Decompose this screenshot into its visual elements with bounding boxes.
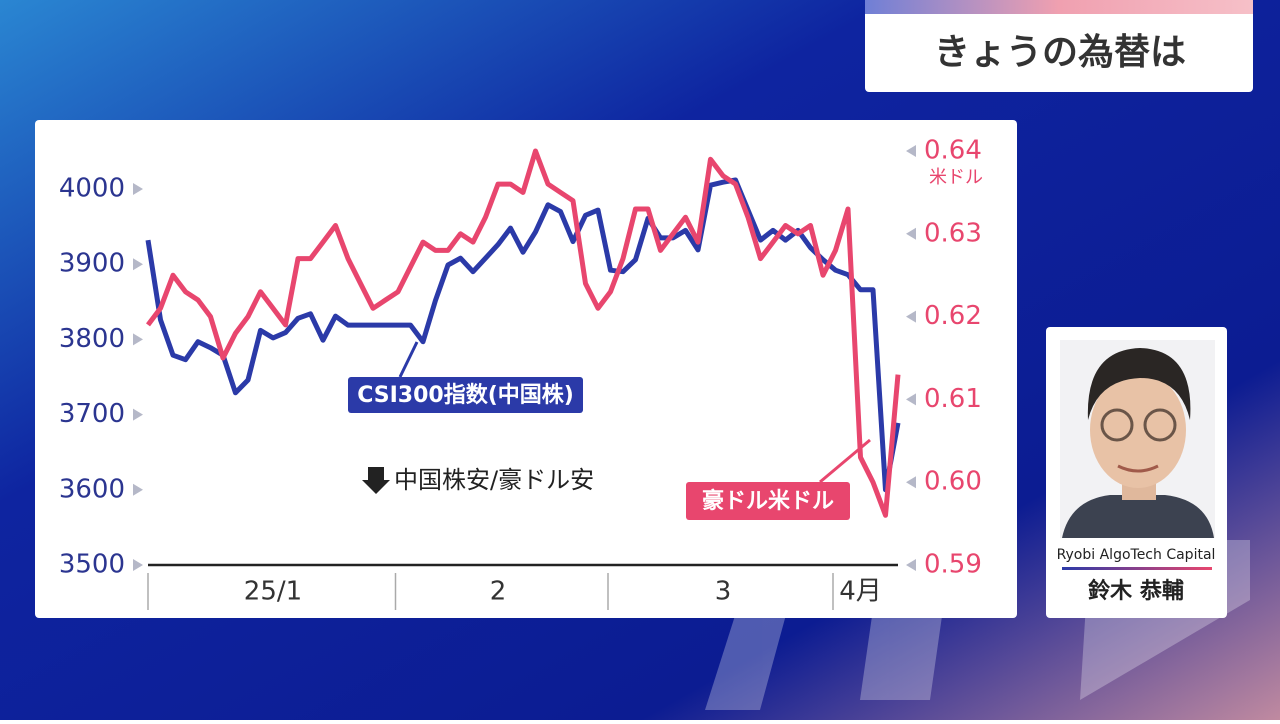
- y-tick-label: 3600: [59, 474, 125, 504]
- series-line: [146, 148, 901, 518]
- y2-tick-label: 0.61: [924, 384, 982, 414]
- header-strip: [865, 0, 1253, 14]
- y-tick-mark: [133, 483, 143, 496]
- y2-tick-label: 0.59: [924, 550, 982, 580]
- y-tick-mark: [133, 559, 143, 571]
- chart: 3500 3600 3700 3800 3900 4000 0.59 0.60 0.61 0.62…: [59, 136, 982, 610]
- x-tick-label: 4月: [839, 577, 882, 607]
- y-tick-mark: [133, 333, 143, 346]
- header-title: きょうの為替は: [934, 32, 1186, 73]
- y-tick-label: 3700: [59, 399, 125, 429]
- label-leader: [398, 341, 419, 378]
- series-line: [145, 177, 901, 493]
- y-tick-label: 3800: [59, 324, 125, 354]
- legend-label: 豪ドル米ドル: [702, 488, 834, 514]
- legend-label: CSI300指数(中国株): [357, 382, 574, 408]
- y2-tick-mark: [906, 227, 916, 240]
- y2-tick-mark: [906, 476, 916, 489]
- y2-tick-mark: [906, 145, 916, 157]
- down-arrow: [362, 467, 390, 494]
- x-tick-label: 25/1: [244, 577, 302, 607]
- y-tick-mark: [133, 183, 143, 195]
- y2-tick-mark: [906, 310, 916, 323]
- y-tick-label: 4000: [59, 174, 125, 204]
- label-leader: [819, 438, 871, 484]
- guest-photo: [1060, 340, 1215, 538]
- header-box: [865, 0, 1253, 92]
- x-tick-label: 2: [490, 577, 507, 607]
- y-tick-mark: [133, 408, 143, 421]
- legend-box: [348, 377, 583, 413]
- guest-company: Ryobi AlgoTech Capital: [1057, 547, 1216, 563]
- y2-tick-mark: [906, 393, 916, 406]
- y2-tick-label: 0.60: [924, 467, 982, 497]
- annotation: 中国株安/豪ドル安: [394, 466, 594, 494]
- y2-tick-label: 0.63: [924, 218, 982, 248]
- y-tick-mark: [133, 258, 143, 271]
- y2-tick-label: 0.64: [924, 136, 982, 166]
- y2-tick-mark: [906, 559, 916, 571]
- x-tick-label: 3: [715, 577, 732, 607]
- guest-name: 鈴木 恭輔: [1088, 578, 1184, 604]
- chart-panel: [35, 120, 1017, 618]
- y-tick-label: 3900: [59, 249, 125, 279]
- y2-unit: 米ドル: [929, 167, 983, 188]
- guest-underline: [1062, 567, 1212, 570]
- y-tick-label: 3500: [59, 550, 125, 580]
- legend-box: [686, 482, 850, 520]
- y2-tick-label: 0.62: [924, 301, 982, 331]
